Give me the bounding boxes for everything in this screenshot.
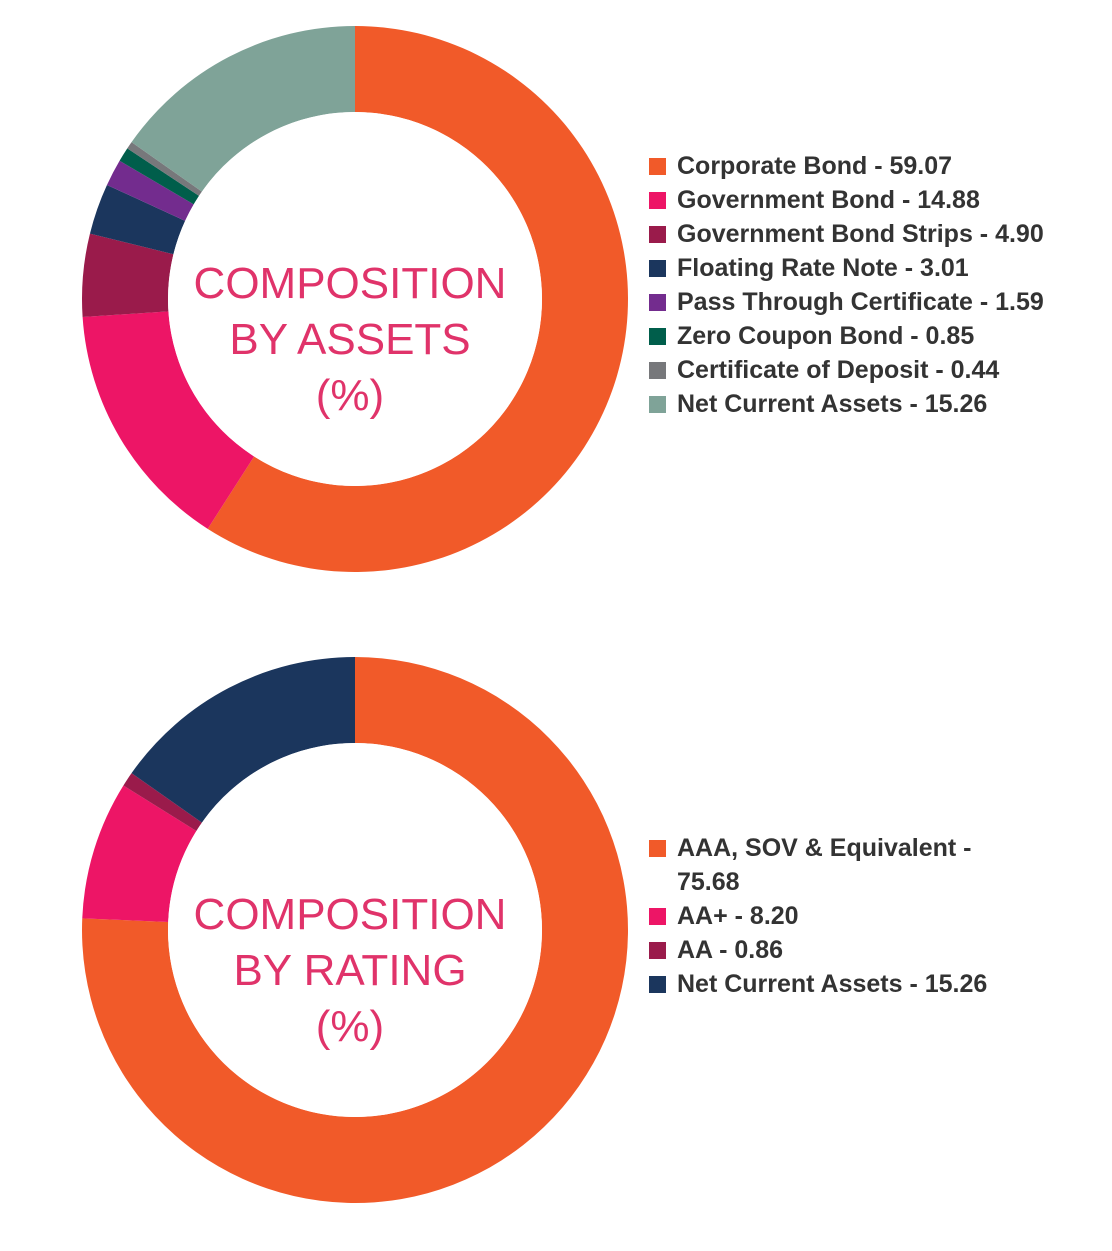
legend-item: AAA, SOV & Equivalent - 75.68: [649, 831, 1009, 899]
donut-slice-corporate-bond: [207, 26, 629, 572]
legend-label: Net Current Assets - 15.26: [677, 970, 988, 998]
legend-swatch: [649, 158, 666, 175]
legend-label: Net Current Assets - 15.26: [677, 390, 988, 418]
donut-slice-net-current-assets: [131, 657, 355, 823]
legend-item: AA+ - 8.20: [649, 899, 1009, 933]
title-line: COMPOSITION: [193, 890, 507, 939]
legend-swatch: [649, 192, 666, 209]
legend-item: Government Bond - 14.88: [649, 183, 1044, 217]
legend-swatch: [649, 260, 666, 277]
donut-slice-aaa-sov-equivalent: [81, 657, 628, 1203]
legend-swatch: [649, 396, 666, 413]
legend-swatch: [649, 226, 666, 243]
title-line: (%): [315, 1002, 385, 1051]
legend-label: Certificate of Deposit - 0.44: [677, 356, 1000, 384]
legend-swatch: [649, 840, 666, 857]
legend: AAA, SOV & Equivalent - 75.68 AA+ - 8.20 A…: [649, 831, 1009, 1001]
legend-label: AA - 0.86: [677, 936, 784, 964]
legend-label: AA+ - 8.20: [677, 902, 799, 930]
donut-svg: [81, 657, 628, 1203]
legend-swatch: [649, 908, 666, 925]
legend-swatch: [649, 942, 666, 959]
legend-item: Net Current Assets - 15.26: [649, 967, 1009, 1001]
composition-by-rating-chart: COMPOSITION BY RATING (%) AAA, SOV & Equ…: [0, 631, 1112, 1251]
legend-label: Pass Through Certificate - 1.59: [677, 288, 1044, 316]
title-line: COMPOSITION: [193, 259, 507, 308]
composition-by-assets-chart: COMPOSITION BY ASSETS (%) Corporate Bond…: [0, 0, 1112, 620]
legend-item: Corporate Bond - 59.07: [649, 149, 1044, 183]
legend-item: Floating Rate Note - 3.01: [649, 251, 1044, 285]
donut-hole: [168, 743, 542, 1117]
donut-slice-net-current-assets: [131, 26, 355, 192]
donut-slice-aa: [123, 773, 202, 831]
legend-label: Government Bond Strips - 4.90: [677, 220, 1044, 248]
title-line: BY RATING: [233, 946, 467, 995]
legend-item: AA - 0.86: [649, 933, 1009, 967]
title-line: BY ASSETS: [229, 315, 471, 364]
legend-item: Government Bond Strips - 4.90: [649, 217, 1044, 251]
legend-swatch: [649, 362, 666, 379]
legend-swatch: [649, 294, 666, 311]
donut-center-title: COMPOSITION BY ASSETS (%): [170, 256, 530, 424]
donut-slice-zero-coupon-bond: [119, 148, 200, 205]
legend-label: Government Bond - 14.88: [677, 186, 980, 214]
donut-center-title: COMPOSITION BY RATING (%): [170, 887, 530, 1055]
donut-slice-floating-rate-note: [89, 184, 186, 255]
legend-label: AAA, SOV & Equivalent - 75.68: [677, 834, 972, 896]
title-line: (%): [315, 371, 385, 420]
donut-svg: [82, 26, 629, 572]
donut-slice-government-bond: [82, 311, 255, 529]
legend-item: Certificate of Deposit - 0.44: [649, 353, 1044, 387]
donut-slice-certificate-of-deposit: [127, 142, 202, 196]
legend: Corporate Bond - 59.07 Government Bond - …: [649, 149, 1044, 421]
donut-hole: [168, 112, 542, 486]
legend-label: Floating Rate Note - 3.01: [677, 254, 969, 282]
legend-swatch: [649, 976, 666, 993]
legend-label: Zero Coupon Bond - 0.85: [677, 322, 975, 350]
legend-item: Zero Coupon Bond - 0.85: [649, 319, 1044, 353]
legend-label: Corporate Bond - 59.07: [677, 152, 953, 180]
legend-item: Net Current Assets - 15.26: [649, 387, 1044, 421]
donut-slice-government-bond-strips: [82, 233, 174, 317]
legend-swatch: [649, 328, 666, 345]
legend-item: Pass Through Certificate - 1.59: [649, 285, 1044, 319]
donut-slice-aa-: [82, 785, 197, 923]
donut-slice-pass-through-certificate: [106, 160, 194, 221]
